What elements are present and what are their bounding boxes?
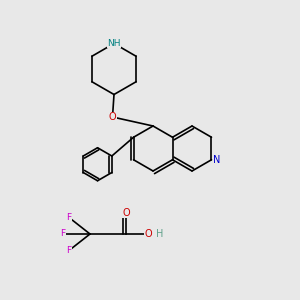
Text: NH: NH bbox=[107, 39, 121, 48]
Text: F: F bbox=[60, 230, 66, 238]
Text: N: N bbox=[213, 155, 220, 165]
Text: O: O bbox=[122, 208, 130, 218]
Text: O: O bbox=[109, 112, 116, 122]
Text: H: H bbox=[156, 229, 164, 239]
Text: F: F bbox=[66, 246, 72, 255]
Text: O: O bbox=[145, 229, 152, 239]
Text: F: F bbox=[66, 213, 72, 222]
